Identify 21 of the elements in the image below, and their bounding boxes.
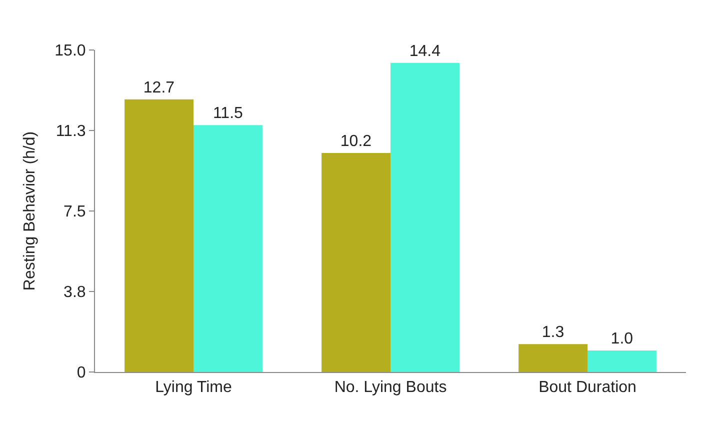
x-tick-label: No. Lying Bouts	[334, 379, 447, 396]
data-label: 1.3	[542, 324, 564, 342]
data-label: 12.7	[143, 79, 175, 96]
y-axis-title: Resting Behavior (h/d)	[22, 131, 39, 291]
data-label: 11.5	[212, 105, 243, 122]
data-label: 1.0	[610, 330, 634, 348]
data-label: 14.4	[409, 42, 441, 60]
y-tick-label: 15.0	[54, 42, 86, 60]
y-tick-label: 0	[76, 364, 86, 382]
bar	[588, 350, 656, 372]
x-tick-label: Lying Time	[155, 379, 232, 396]
bar	[124, 99, 194, 372]
bar	[322, 153, 390, 372]
y-tick-label: 11.3	[56, 123, 86, 140]
x-tick-label: Bout Duration	[538, 379, 636, 396]
data-label: 10.2	[340, 133, 372, 150]
bar	[390, 62, 460, 372]
bar	[518, 344, 588, 372]
bar	[194, 125, 262, 372]
y-tick-label: 7.5	[64, 204, 86, 221]
y-tick-label: 3.8	[64, 284, 86, 302]
